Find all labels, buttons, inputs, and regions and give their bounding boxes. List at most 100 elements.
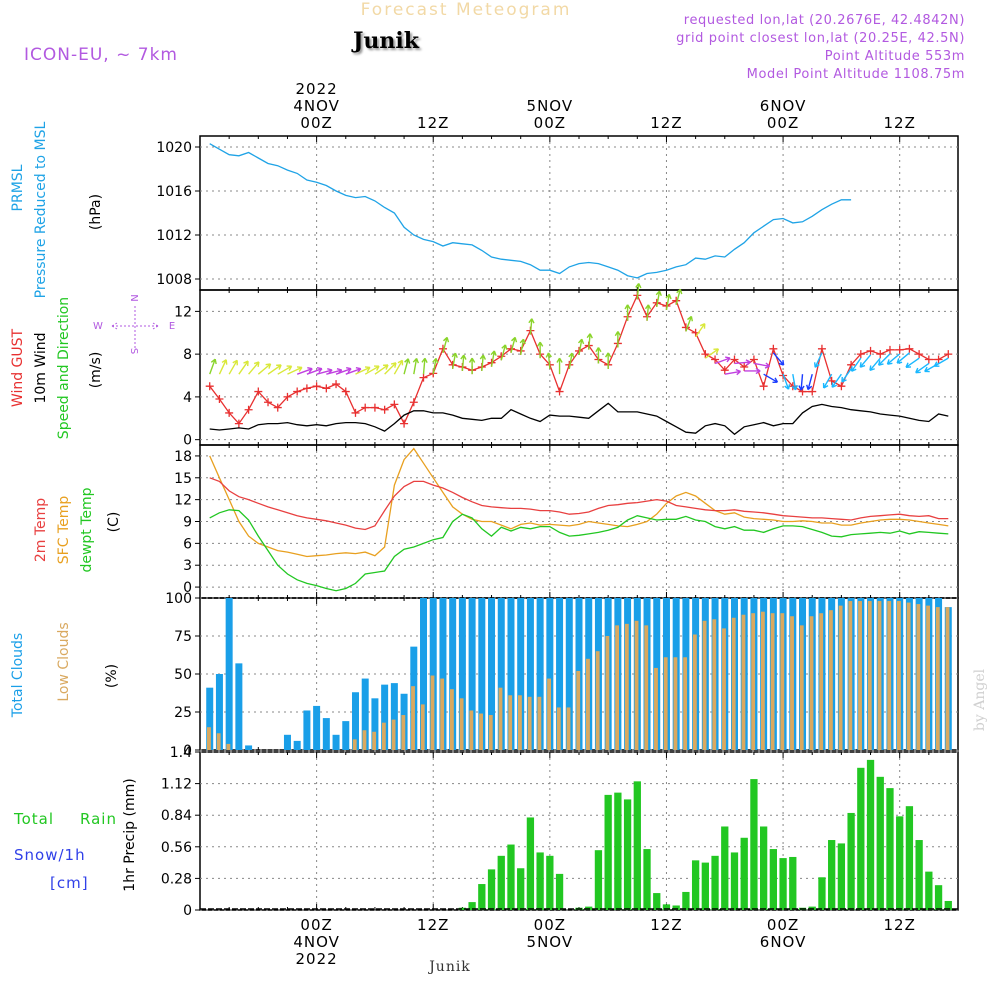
gust-marker [390,400,399,409]
wind-direction-arrow [905,357,920,369]
precip-label-rain: Rain [80,810,117,828]
low-cloud-bar [877,601,882,750]
wind-direction-arrow [798,374,805,391]
wind-direction-arrow [432,357,439,375]
low-cloud-bar [858,601,862,750]
wind-direction-arrow [869,357,881,372]
location-title: Junik [351,28,420,54]
time-axis-label: 00Z [300,916,332,934]
low-cloud-bar [799,625,804,750]
compass-s: S [128,348,139,354]
rain-bar [653,893,661,910]
rain-bar [507,844,515,910]
wind-direction-arrow [763,373,779,383]
total-cloud-bar [565,598,573,750]
wind-direction-arrow [403,358,411,375]
wind-label-speed-dir: Speed and Direction [56,297,72,439]
wind-direction-arrow [734,359,751,366]
precip-panel: 0 0.28 0.56 0.84 1.12 1.4 [161,745,959,919]
time-axis-label: 00Z [767,114,799,132]
gust-marker [361,403,370,412]
total-cloud-bar [235,663,243,750]
product-title: Forecast Meteogram [361,0,572,20]
wind-direction-arrow [586,333,593,350]
gust-marker [856,350,865,359]
pressure-labels: PRMSL Pressure Reduced to MSL (hPa) [10,121,104,298]
wind-direction-arrow [545,352,552,369]
wind-direction-arrow [714,356,731,365]
rain-bar [682,891,690,910]
time-axis-label: 12Z [417,916,449,934]
wind-panel: 0 4 8 12 [174,282,959,449]
wind-direction-arrow [614,331,622,348]
wind-direction-arrow [841,368,852,383]
wind-ytick-label: 0 [183,433,192,449]
pressure-label-msl: Pressure Reduced to MSL [33,121,49,298]
footer-location: Junik [427,959,471,975]
gust-marker [215,395,224,404]
pressure-line [209,143,852,279]
precip-ytick-label: 0 [183,903,192,919]
total-cloud-bar [293,740,301,750]
cloud-label-low: Low Clouds [56,622,72,701]
wind-direction-arrow [595,347,602,364]
gust-marker [351,408,360,417]
rain-bar [468,902,476,910]
wind-direction-arrow [635,282,642,300]
low-cloud-bar [420,704,425,750]
wind-direction-arrow [460,354,467,372]
wind-ytick-label: 4 [183,390,192,406]
rain-bar [866,759,875,910]
wind-direction-arrow [306,367,323,375]
gust-marker [827,376,836,385]
rain-bar [643,849,651,910]
wind-direction-arrow [724,368,741,376]
total-cloud-bar [517,598,525,750]
wind-direction-arrow [519,338,526,356]
total-cloud-bar [488,598,496,750]
precip-ytick-label: 1.12 [161,777,192,793]
low-cloud-bar [751,613,756,750]
low-cloud-bar [741,614,746,750]
rain-bar [711,855,719,910]
wind-direction-arrow [287,366,303,375]
rain-bar [536,852,544,910]
low-cloud-bar [226,743,231,750]
total-cloud-bar [546,598,554,750]
rain-bar [944,900,952,910]
temperature-ytick-label: 18 [174,449,192,465]
total-cloud-bar [439,598,447,750]
total-cloud-bar [351,692,359,750]
wind-label-gust: Wind GUST [10,328,26,407]
low-cloud-bar [712,619,717,750]
temperature-ytick-label: 15 [174,471,192,487]
total-cloud-bar [429,598,437,750]
rain-bar [857,767,865,910]
precip-ytick-label: 0.84 [161,808,192,824]
temp-label-dewpt: dewpt Temp [79,487,95,572]
wind-direction-arrow [442,336,450,353]
rain-bar [555,873,564,910]
low-cloud-bar [362,730,367,750]
wind-speed-line [209,402,949,436]
low-cloud-bar [527,696,532,750]
cloud-unit-label: (%) [104,664,120,688]
low-cloud-bar [722,628,726,750]
total-cloud-bar [225,598,233,750]
gust-marker [720,366,729,375]
gust-marker [915,350,924,359]
time-axis-label: 12Z [650,114,682,132]
point-altitude: Point Altitude 553m [825,49,965,64]
gust-marker [244,405,253,414]
wind-direction-arrow [209,358,217,375]
wind-direction-arrow [500,344,508,361]
low-cloud-bar [479,713,483,750]
wind-direction-arrow [859,354,872,368]
low-cloud-bar [605,636,610,750]
gust-line [209,293,949,426]
wind-direction-arrow [257,363,272,375]
gust-marker [302,384,311,393]
total-cloud-bar [342,721,350,750]
low-cloud-bar [498,687,503,750]
wind-direction-arrow [374,364,389,375]
